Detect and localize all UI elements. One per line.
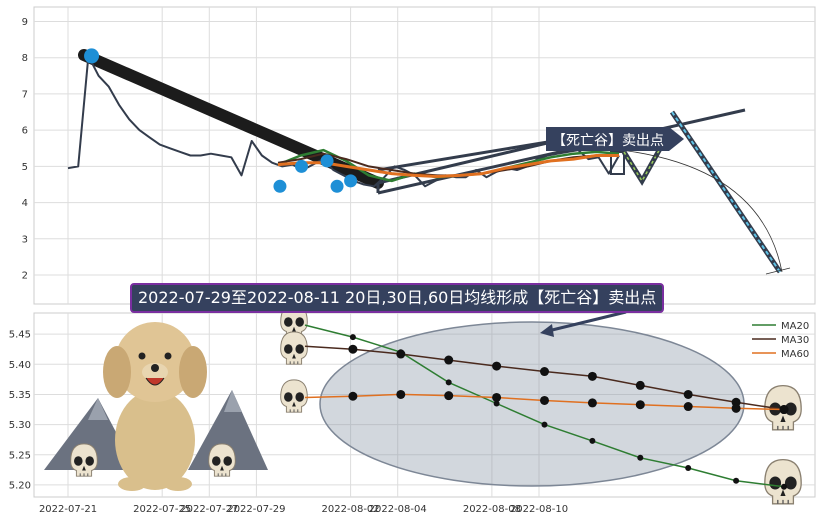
x-tick-label: 2022-08-10 xyxy=(510,504,568,515)
data-point-ma30 xyxy=(587,371,597,381)
signal-callout-shape xyxy=(546,127,684,151)
data-point-ma20 xyxy=(685,465,692,472)
signal-label: 【死亡谷】卖出点 xyxy=(552,133,664,149)
pointer-arrow-line xyxy=(547,310,627,333)
signal-callout: 【死亡谷】卖出点 xyxy=(546,127,684,151)
bottom-y-tick-label: 5.25 xyxy=(9,450,31,461)
data-point-ma60 xyxy=(540,395,549,405)
top-y-tick-label: 9 xyxy=(22,17,28,28)
data-point-ma30 xyxy=(348,344,358,354)
legend: MA20 MA30 MA60 xyxy=(752,321,809,360)
dog-icon xyxy=(103,322,207,491)
data-point-ma60 xyxy=(444,391,454,401)
top-y-tick-label: 8 xyxy=(22,53,28,64)
signal-point xyxy=(295,159,308,173)
bottom-y-tick-label: 5.45 xyxy=(9,330,31,341)
data-point-ma60 xyxy=(492,392,502,402)
skull-icon xyxy=(280,379,308,413)
x-tick-label: 2022-07-25 xyxy=(133,504,191,515)
top-y-tick-label: 3 xyxy=(22,234,28,245)
data-point-ma60 xyxy=(587,398,597,408)
top-y-tick-label: 7 xyxy=(22,89,28,100)
legend-label-ma20: MA20 xyxy=(781,321,809,332)
data-point-ma20 xyxy=(349,334,356,341)
trend-line-short xyxy=(377,138,561,172)
top-plot-area xyxy=(33,6,816,305)
data-point-ma20 xyxy=(637,454,644,461)
data-point-ma30 xyxy=(396,349,406,359)
x-tick-label: 2022-07-21 xyxy=(39,504,97,515)
signal-point xyxy=(273,179,287,193)
bottom-y-tick-label: 5.20 xyxy=(9,480,31,491)
data-point-ma20 xyxy=(445,379,452,386)
x-ticks: 2022-07-21 2022-07-252022-07-272022-07-29… xyxy=(39,504,568,515)
x-tick-label: 2022-07-29 xyxy=(227,504,285,515)
data-point-ma20 xyxy=(781,483,787,490)
data-point-ma60 xyxy=(731,403,741,413)
data-point-ma20 xyxy=(733,477,740,484)
data-point-ma20 xyxy=(493,400,500,407)
forecast-box xyxy=(610,151,625,175)
legend-label-ma30: MA30 xyxy=(781,335,809,346)
bottom-y-tick-label: 5.40 xyxy=(9,360,31,371)
x-tick-label: 2022-08-02 xyxy=(322,504,380,515)
skull-icon xyxy=(208,443,236,477)
signal-banner: 2022-07-29至2022-08-11 20日,30日,60日均线形成【死亡… xyxy=(130,283,665,313)
signal-point xyxy=(84,48,100,64)
x-tick-label: 2022-08-08 xyxy=(463,504,521,515)
forecast-drop-line xyxy=(669,110,783,274)
data-point-ma60 xyxy=(348,391,358,401)
skull-icon xyxy=(70,443,98,477)
data-point-ma60 xyxy=(396,389,406,399)
data-point-ma30 xyxy=(492,361,502,371)
data-point-ma30 xyxy=(635,380,645,390)
top-y-tick-label: 4 xyxy=(22,198,28,209)
mountain-left xyxy=(44,398,136,470)
mountain-right xyxy=(188,390,268,470)
signal-point xyxy=(320,154,334,168)
data-point-ma30 xyxy=(683,389,693,399)
x-tick-label: 2022-08-04 xyxy=(369,504,427,515)
signal-point xyxy=(330,179,344,193)
x-tick-label: 2022-07-27 xyxy=(180,504,238,515)
signal-point xyxy=(344,174,358,188)
data-point-ma30 xyxy=(444,355,454,365)
top-y-tick-label: 5 xyxy=(22,162,28,173)
data-point-ma60 xyxy=(779,405,789,415)
mountain-left-highlight xyxy=(88,398,108,420)
forecast-end-mark xyxy=(765,267,791,275)
data-point-ma60 xyxy=(683,402,693,412)
bottom-points xyxy=(348,334,789,490)
data-point-ma60 xyxy=(635,400,645,410)
top-y-ticks: 2 3 4 5 6 7 8 9 xyxy=(22,17,28,282)
top-y-tick-label: 6 xyxy=(22,126,28,137)
legend-label-ma60: MA60 xyxy=(781,349,809,360)
bottom-y-tick-label: 5.30 xyxy=(9,420,31,431)
skull-icon xyxy=(764,458,802,505)
decorative-illustration xyxy=(44,322,268,491)
top-ma60-line xyxy=(277,154,619,178)
mountain-right-highlight xyxy=(224,390,242,412)
top-series-lines xyxy=(67,54,620,188)
data-point-ma30 xyxy=(540,367,549,377)
data-point-ma20 xyxy=(589,437,596,444)
bottom-y-ticks: 5.20 5.25 5.30 5.35 5.40 5.45 xyxy=(9,330,31,492)
forecast-zigzag-inner xyxy=(623,137,667,183)
top-y-tick-label: 2 xyxy=(22,271,28,282)
top-markers xyxy=(84,48,358,193)
bottom-y-tick-label: 5.35 xyxy=(9,390,31,401)
forecast-curve xyxy=(599,147,783,273)
pointer-arrow-head xyxy=(540,324,554,337)
data-point-ma20 xyxy=(541,421,548,428)
skull-icon xyxy=(280,331,308,365)
